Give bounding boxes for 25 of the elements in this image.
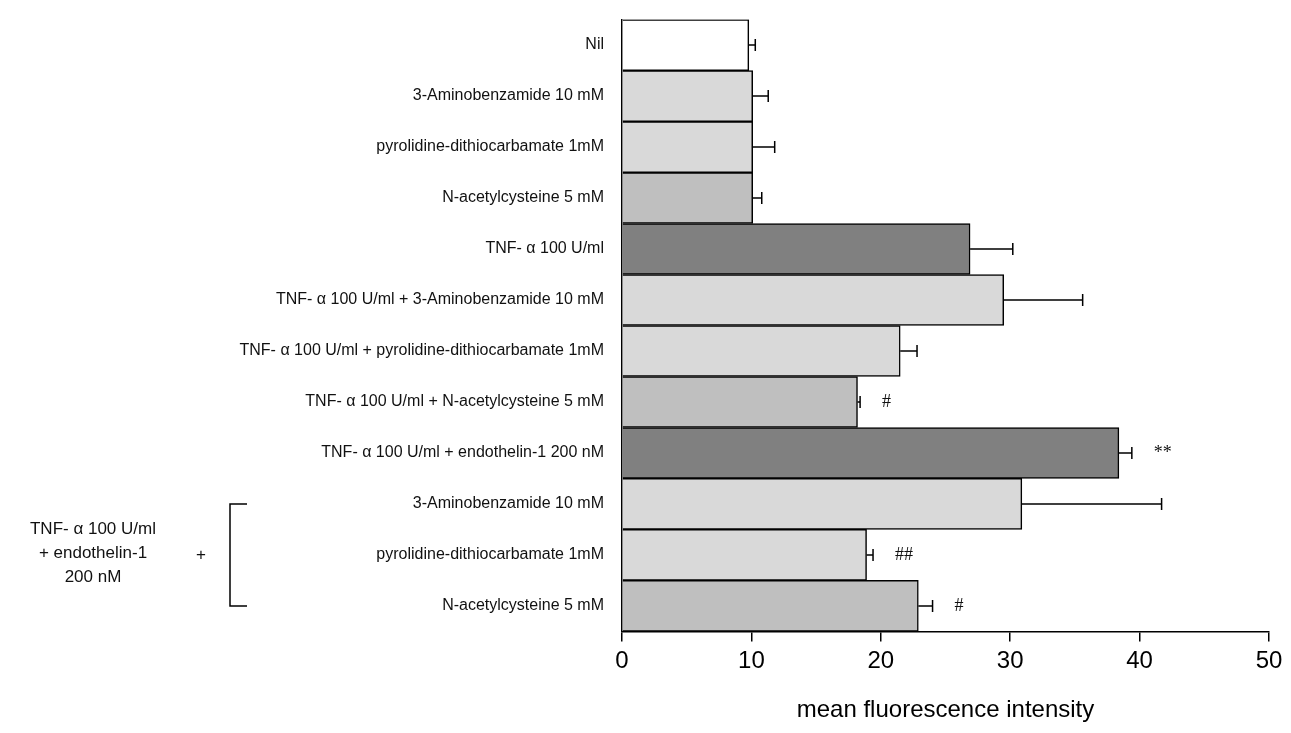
y-tick-label: 3-Aminobenzamide 10 mM [412,494,604,512]
y-tick-label: N-acetylcysteine 5 mM [442,188,604,206]
y-tick-label: TNF- α 100 U/ml [485,239,604,257]
y-tick-label: TNF- α 100 U/ml + endothelin-1 200 nM [321,443,604,461]
data-label: # [954,594,964,615]
data-label: # [882,390,892,411]
y-tick-label: pyrolidine-dithiocarbamate 1mM [376,545,604,563]
x-tick-label: 50 [1255,646,1283,674]
x-tick-label: 20 [867,646,895,674]
data-label: ** [1153,441,1172,462]
data-label: ## [895,543,914,564]
y-tick-label: TNF- α 100 U/ml + pyrolidine-dithiocarbamate 1mM [239,341,604,359]
y-tick-label: N-acetylcysteine 5 mM [442,596,604,614]
x-tick-label: 0 [615,646,629,674]
y-tick-label: pyrolidine-dithiocarbamate 1mM [376,137,604,155]
text: + [196,543,206,566]
x-tick-label: 10 [738,646,765,674]
x-axis-title: mean fluorescence intensity [796,695,1095,723]
y-tick-label: 3-Aminobenzamide 10 mM [412,86,604,104]
x-tick-label: 30 [996,646,1024,674]
y-tick-label: Nil [585,35,604,53]
y-tick-label: TNF- α 100 U/ml + N-acetylcysteine 5 mM [305,392,604,410]
y-tick-label: TNF- α 100 U/ml + 3-Aminobenzamide 10 mM [275,290,604,308]
text: TNF- α 100 U/ml + endothelin-1 200 nM [29,517,157,588]
x-tick-label: 40 [1126,646,1153,674]
